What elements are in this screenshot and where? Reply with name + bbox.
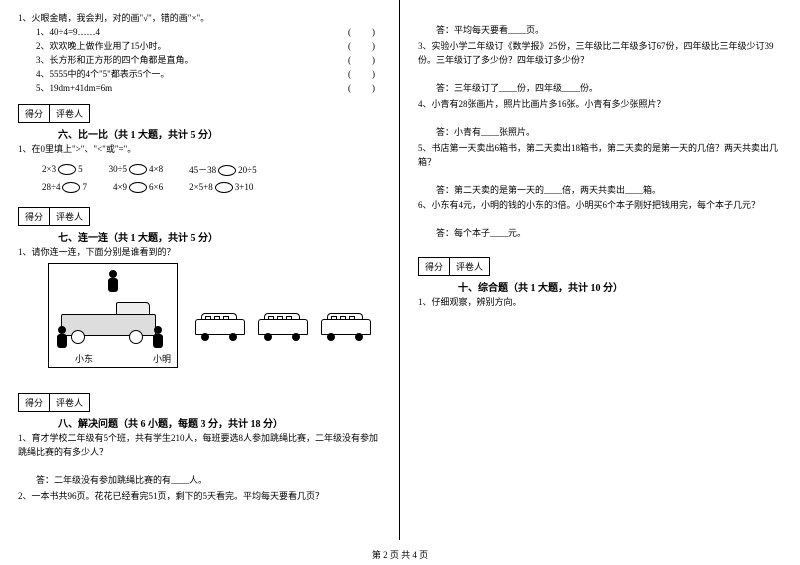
section-6-title: 六、比一比（共 1 大题，共计 5 分） (58, 126, 218, 141)
van-icon (256, 313, 311, 343)
question-5: 5、书店第一天卖出6箱书，第二天卖出18箱书，第二天卖的是第一天的几倍？两天共卖… (418, 142, 782, 170)
cmp-item: 4×9 6×6 (113, 182, 163, 193)
grader-label: 评卷人 (50, 394, 89, 411)
oval-blank[interactable] (129, 164, 147, 175)
page-footer: 第 2 页 共 4 页 (0, 548, 800, 561)
paren: ( ) (348, 68, 381, 82)
sec10-question: 1、仔细观察，辨别方向。 (418, 296, 782, 310)
answer-4: 答：小青有____张照片。 (418, 126, 782, 140)
paren: ( ) (348, 40, 381, 54)
item-text: 4、5555中的4个"5"都表示5个一。 (36, 68, 169, 82)
item-text: 3、长方形和正方形的四个角都是直角。 (36, 54, 194, 68)
score-box-6: 得分 评卷人 (18, 104, 90, 123)
answer-6: 答：每个本子____元。 (418, 227, 782, 241)
cmp-item: 45－38 20÷5 (189, 163, 256, 176)
compare-row-2: 28÷4 7 4×9 6×6 2×5+8 3+10 (18, 182, 381, 193)
grader-label: 评卷人 (50, 208, 89, 225)
oval-blank[interactable] (129, 182, 147, 193)
section-10-title: 十、综合题（共 1 大题，共计 10 分） (458, 279, 623, 294)
sec7-question: 1、请你连一连，下面分别是谁看到的？ (18, 246, 381, 260)
cmp-right: 3+10 (235, 182, 254, 192)
van-options (193, 263, 374, 343)
question-4: 4、小青有28张画片，照片比画片多16张。小青有多少张照片？ (418, 98, 782, 112)
cmp-left: 2×3 (42, 164, 56, 174)
question-6: 6、小东有4元，小明的钱的小东的3倍。小明买6个本子刚好把钱用完，每个本子几元？ (418, 199, 782, 213)
oval-blank[interactable] (218, 165, 236, 176)
van-icon (193, 313, 248, 343)
q1-item-3: 3、长方形和正方形的四个角都是直角。 ( ) (36, 54, 381, 68)
section-7-title: 七、连一连（共 1 大题，共计 5 分） (58, 229, 218, 244)
cmp-right: 5 (78, 164, 83, 174)
q1-item-2: 2、欢欢晚上做作业用了15小时。 ( ) (36, 40, 381, 54)
score-label: 得分 (19, 394, 50, 411)
score-box-8: 得分 评卷人 (18, 393, 90, 412)
cmp-right: 20÷5 (238, 165, 256, 175)
cmp-left: 45－38 (189, 165, 216, 175)
left-column: 1、火眼金睛，我会判，对的画"√"，错的画"×"。 1、40÷4=9……4 ( )… (0, 0, 400, 540)
score-label: 得分 (19, 105, 50, 122)
van-icon (319, 313, 374, 343)
oval-blank[interactable] (58, 164, 76, 175)
grader-label: 评卷人 (50, 105, 89, 122)
kid-left-icon (53, 326, 71, 354)
answer-5: 答：第二天卖的是第一天的____倍，两天共卖出____箱。 (418, 184, 782, 198)
sec6-question: 1、在0里填上">"、"<"或"="。 (18, 143, 381, 157)
cmp-right: 6×6 (149, 182, 163, 192)
compare-row-1: 2×3 5 30÷5 4×8 45－38 20÷5 (18, 163, 381, 176)
cmp-left: 28÷4 (42, 182, 60, 192)
grader-label: 评卷人 (450, 258, 489, 275)
q1-stem: 1、火眼金睛，我会判，对的画"√"，错的画"×"。 (18, 12, 381, 26)
score-box-7: 得分 评卷人 (18, 207, 90, 226)
score-box-10: 得分 评卷人 (418, 257, 490, 276)
paren: ( ) (348, 26, 381, 40)
cmp-right: 4×8 (149, 164, 163, 174)
label-xiaoming: 小明 (153, 352, 171, 365)
oval-blank[interactable] (62, 182, 80, 193)
item-text: 1、40÷4=9……4 (36, 26, 100, 40)
q1-item-4: 4、5555中的4个"5"都表示5个一。 ( ) (36, 68, 381, 82)
question-3: 3、实验小学二年级订《数学报》25份，三年级比二年级多订67份，四年级比三年级少… (418, 40, 782, 68)
pickup-truck-icon (61, 302, 156, 342)
kid-right-icon (149, 326, 167, 354)
section-8-title: 八、解决问题（共 6 小题，每题 3 分，共计 18 分） (58, 415, 283, 430)
score-label: 得分 (419, 258, 450, 275)
cmp-left: 2×5+8 (189, 182, 213, 192)
sec8-q2: 2、一本书共96页。花花已经看完51页，剩下的5天看完。平均每天要看几页？ (18, 490, 381, 504)
q1-item-1: 1、40÷4=9……4 ( ) (36, 26, 381, 40)
q1-item-5: 5、19dm+41dm=6m ( ) (36, 82, 381, 96)
paren: ( ) (348, 54, 381, 68)
paren: ( ) (348, 82, 381, 96)
item-text: 5、19dm+41dm=6m (36, 82, 112, 96)
cmp-left: 30÷5 (109, 164, 127, 174)
scene-illustration: 小东 小明 (48, 263, 178, 368)
cmp-item: 2×5+8 3+10 (189, 182, 253, 193)
cmp-item: 28÷4 7 (42, 182, 87, 193)
score-label: 得分 (19, 208, 50, 225)
cmp-item: 30÷5 4×8 (109, 164, 164, 175)
answer-3: 答：三年级订了____份，四年级____份。 (418, 82, 782, 96)
item-text: 2、欢欢晚上做作业用了15小时。 (36, 40, 167, 54)
answer-2: 答：平均每天要看____页。 (418, 24, 782, 38)
cmp-item: 2×3 5 (42, 164, 83, 175)
right-column: 答：平均每天要看____页。 3、实验小学二年级订《数学报》25份，三年级比二年… (400, 0, 800, 540)
oval-blank[interactable] (215, 182, 233, 193)
label-xiaodong: 小东 (75, 352, 93, 365)
sec8-a1: 答：二年级没有参加跳绳比赛的有____人。 (18, 474, 381, 488)
kid-top-icon (104, 270, 122, 298)
sec8-q1: 1、育才学校二年级有5个班，共有学生210人，每班要选8人参加跳绳比赛，二年级没… (18, 432, 381, 460)
cmp-right: 7 (82, 182, 87, 192)
cmp-left: 4×9 (113, 182, 127, 192)
